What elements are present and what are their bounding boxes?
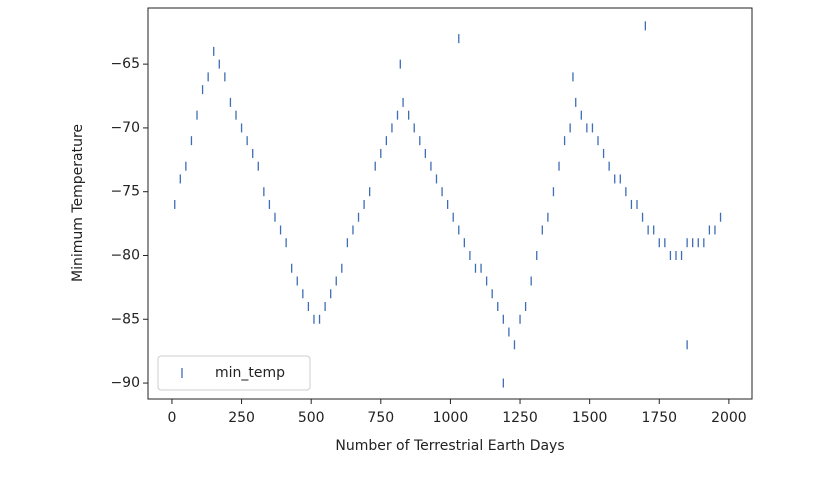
x-tick-label: 0 [167, 410, 176, 426]
x-tick-label: 1750 [641, 410, 677, 426]
legend-box [157, 355, 311, 391]
y-tick-label: −80 [110, 247, 140, 263]
y-tick-label: −85 [110, 311, 140, 327]
x-tick-label: 500 [298, 410, 325, 426]
x-tick-label: 250 [228, 410, 255, 426]
y-tick-label: −75 [110, 184, 140, 200]
legend-label: min_temp [215, 365, 285, 381]
x-tick-label: 750 [367, 410, 394, 426]
x-tick-label: 1500 [572, 410, 608, 426]
x-tick-label: 1000 [433, 410, 469, 426]
plot-frame [147, 7, 753, 400]
y-tick-label: −65 [110, 56, 140, 72]
y-tick-label: −90 [110, 375, 140, 391]
x-tick-label: 1250 [502, 410, 538, 426]
x-axis-label: Number of Terrestrial Earth Days [335, 438, 564, 454]
y-axis-label: Minimum Temperature [70, 124, 86, 282]
x-tick-label: 2000 [711, 410, 747, 426]
y-tick-label: −70 [110, 120, 140, 136]
